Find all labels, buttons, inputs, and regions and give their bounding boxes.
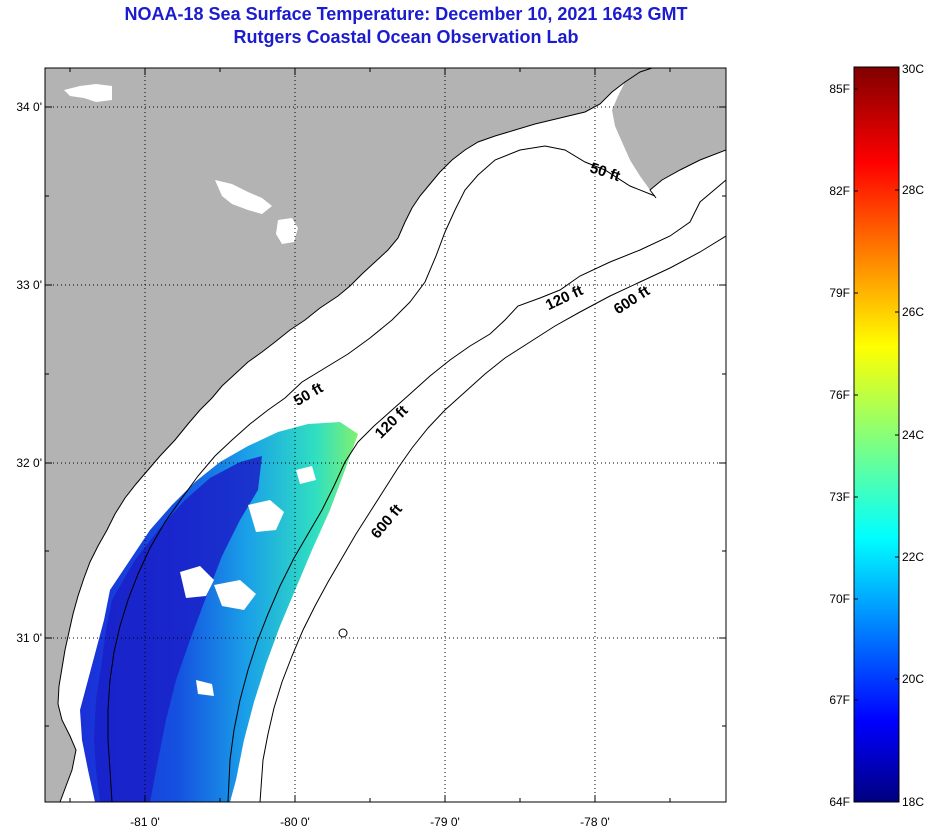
graticule xyxy=(45,68,726,802)
lon-label: -81 0' xyxy=(130,815,160,829)
map-subtitle: Rutgers Coastal Ocean Observation Lab xyxy=(233,27,579,47)
contour-120ft xyxy=(227,179,726,802)
colorbar-c-label: 18C xyxy=(902,795,924,809)
colorbar-c-label: 22C xyxy=(902,550,924,564)
inland-lake xyxy=(276,218,298,244)
colorbar-f-label: 70F xyxy=(829,592,850,606)
cloud-gap xyxy=(214,580,256,610)
land-mass xyxy=(45,68,652,802)
colorbar-c-label: 20C xyxy=(902,672,924,686)
coastline-peninsula xyxy=(649,149,726,199)
colorbar-ticks xyxy=(854,88,899,701)
coastline xyxy=(57,68,653,802)
colorbar-c-label: 24C xyxy=(902,428,924,442)
lat-label: 33 0' xyxy=(16,278,42,292)
cloud-gap xyxy=(296,466,316,484)
colorbar-f-label: 64F xyxy=(829,795,850,809)
map-title: NOAA-18 Sea Surface Temperature: Decembe… xyxy=(124,4,688,24)
colorbar-f-label: 82F xyxy=(829,184,850,198)
colorbar xyxy=(853,66,900,803)
contour-50ft xyxy=(107,145,656,802)
lat-label: 31 0' xyxy=(16,631,42,645)
colorbar-c-label: 26C xyxy=(902,305,924,319)
cloud-gap xyxy=(180,566,214,598)
inland-lake xyxy=(64,84,112,102)
lon-label: -78 0' xyxy=(580,815,610,829)
land-peninsula xyxy=(612,68,726,190)
colorbar-c-label: 28C xyxy=(902,183,924,197)
lat-label: 34 0' xyxy=(16,100,42,114)
lon-label: -79 0' xyxy=(430,815,460,829)
inland-lake xyxy=(215,180,272,214)
cloud-gap xyxy=(196,680,214,696)
colorbar-c-label: 30C xyxy=(902,62,924,76)
colorbar-f-label: 67F xyxy=(829,693,850,707)
colorbar-f-label: 79F xyxy=(829,286,850,300)
seamount-contour xyxy=(338,628,348,638)
colorbar-f-label: 76F xyxy=(829,388,850,402)
sst-cold-band xyxy=(94,456,262,802)
axis-ticks xyxy=(45,68,726,802)
lon-label: -80 0' xyxy=(280,815,310,829)
colorbar-f-label: 73F xyxy=(829,490,850,504)
colorbar-f-label: 85F xyxy=(829,82,850,96)
lat-label: 32 0' xyxy=(16,456,42,470)
cloud-gap xyxy=(248,500,284,532)
map-frame xyxy=(44,67,727,803)
